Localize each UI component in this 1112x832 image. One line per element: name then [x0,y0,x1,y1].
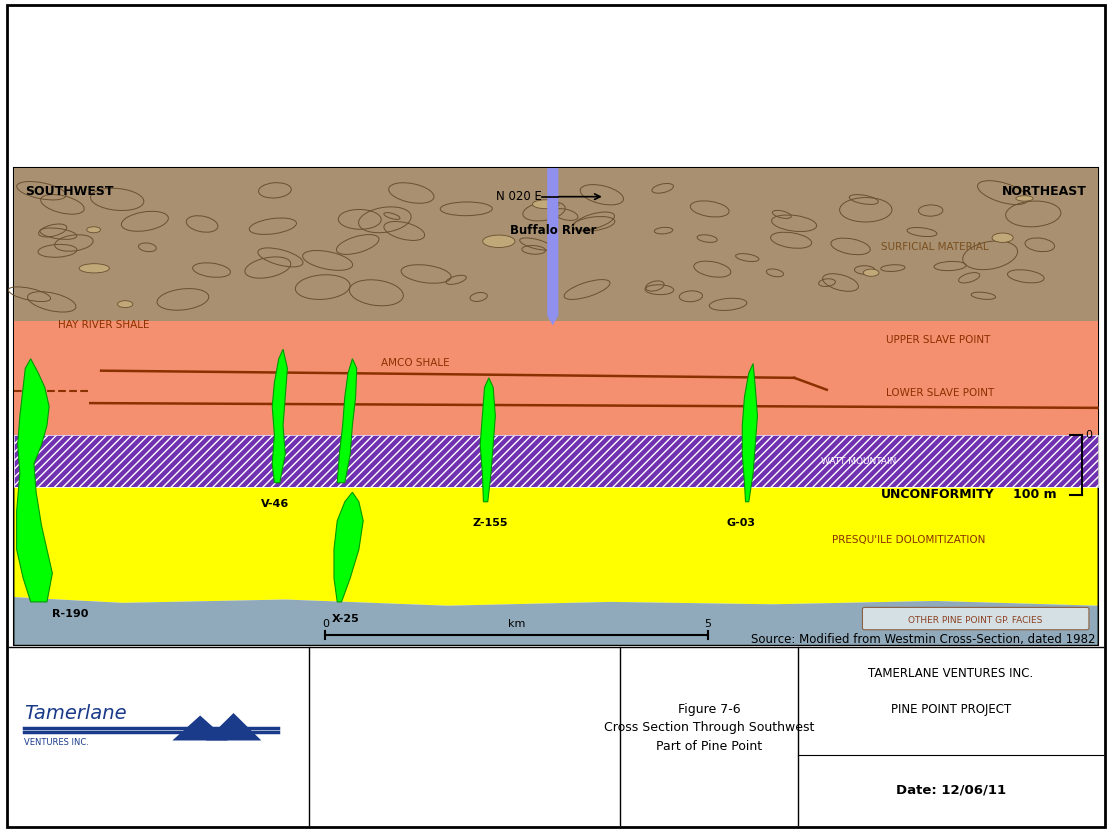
Polygon shape [14,168,1098,320]
Text: AMCO SHALE: AMCO SHALE [381,358,449,368]
Polygon shape [172,716,228,740]
Ellipse shape [118,300,132,308]
Ellipse shape [87,227,100,233]
Text: PRESQU'ILE DOLOMITIZATION: PRESQU'ILE DOLOMITIZATION [832,535,985,545]
Polygon shape [14,435,1098,488]
Text: UPPER SLAVE POINT: UPPER SLAVE POINT [886,334,991,344]
Text: SURFICIAL MATERIAL: SURFICIAL MATERIAL [881,242,989,252]
Polygon shape [337,359,357,483]
Ellipse shape [863,269,878,276]
FancyBboxPatch shape [863,607,1089,630]
Text: Z-155: Z-155 [473,518,508,528]
Polygon shape [14,320,1098,435]
Ellipse shape [483,235,515,247]
Ellipse shape [992,233,1013,242]
Text: N 020 E: N 020 E [496,191,542,203]
Text: Date: 12/06/11: Date: 12/06/11 [895,784,1006,797]
Text: 0: 0 [321,619,329,629]
Text: 100 m: 100 m [1013,488,1056,501]
Text: Tamerlane: Tamerlane [24,704,127,722]
Polygon shape [480,378,495,502]
Bar [14,168,1098,645]
Text: WATT MOUNTAIN: WATT MOUNTAIN [822,457,896,466]
Text: TAMERLANE VENTURES INC.

PINE POINT PROJECT: TAMERLANE VENTURES INC. PINE POINT PROJE… [868,667,1033,716]
Text: SOUTHWEST: SOUTHWEST [26,185,113,198]
Text: 5: 5 [704,619,712,629]
Ellipse shape [1016,196,1033,201]
Polygon shape [272,349,287,483]
Polygon shape [334,493,364,602]
Polygon shape [17,359,52,602]
Polygon shape [14,488,1098,606]
Text: X-25: X-25 [331,614,359,624]
Text: VENTURES INC.: VENTURES INC. [24,739,89,747]
Text: UNCONFORMITY: UNCONFORMITY [881,488,994,501]
Text: LOWER SLAVE POINT: LOWER SLAVE POINT [886,388,994,398]
Text: OTHER PINE POINT GP. FACIES: OTHER PINE POINT GP. FACIES [909,616,1042,625]
Polygon shape [206,713,261,740]
Text: km: km [508,619,525,629]
Text: G-03: G-03 [726,518,755,528]
Ellipse shape [533,200,559,209]
Text: Source: Modified from Westmin Cross-Section, dated 1982: Source: Modified from Westmin Cross-Sect… [751,633,1095,646]
Text: HAY RIVER SHALE: HAY RIVER SHALE [58,320,149,330]
Text: 0: 0 [1085,430,1093,440]
Polygon shape [14,597,1098,645]
Ellipse shape [79,264,109,273]
Polygon shape [743,364,757,502]
Text: V-46: V-46 [261,499,289,509]
Text: R-190: R-190 [52,609,89,619]
Text: NORTHEAST: NORTHEAST [1002,185,1086,198]
Text: Figure 7-6
Cross Section Through Southwest
Part of Pine Point: Figure 7-6 Cross Section Through Southwe… [604,702,815,754]
Polygon shape [547,168,558,325]
Text: Buffalo River: Buffalo River [509,224,596,237]
